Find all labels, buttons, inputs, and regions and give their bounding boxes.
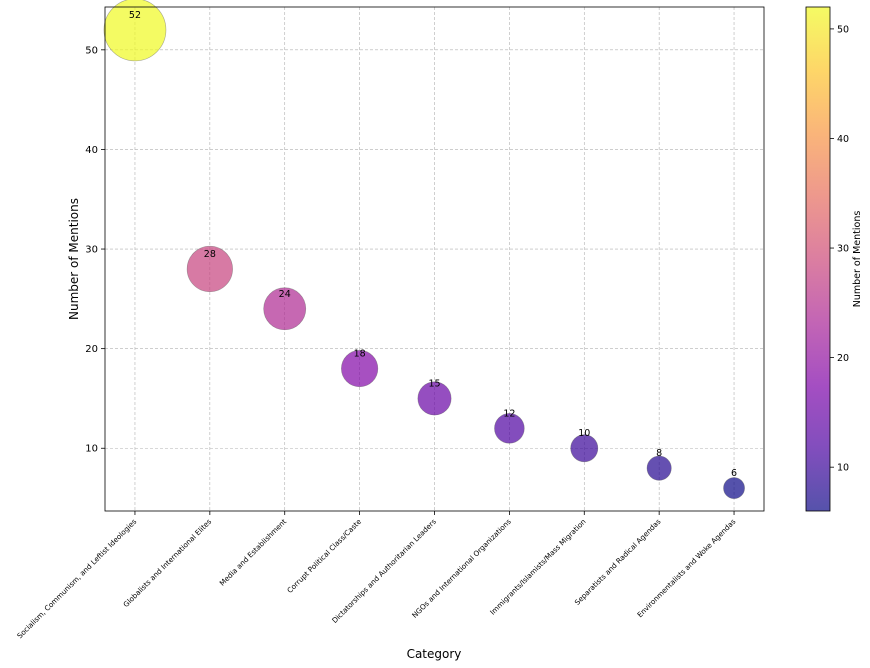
x-tick-label: Separatists and Radical Agendas (573, 517, 663, 607)
y-tick-label: 20 (85, 344, 98, 355)
y-tick-label: 10 (85, 444, 98, 455)
y-tick-label: 40 (85, 145, 98, 156)
x-tick-label: Globalists and International Elites (121, 517, 213, 609)
colorbar-tick-label: 20 (837, 353, 849, 364)
y-tick-label: 30 (85, 245, 98, 256)
colorbar-ticks: 10 20 30 40 50 (830, 24, 849, 474)
bubble-value-label: 6 (731, 468, 737, 479)
bubble-value-label: 15 (428, 378, 440, 389)
bubble-value-label: 10 (578, 428, 590, 439)
bubble-value-label: 12 (503, 408, 515, 419)
x-tick-label: Socialism, Communism, and Leftist Ideolo… (15, 517, 138, 640)
y-tick-label: 50 (85, 45, 98, 56)
bubble-value-label: 24 (279, 289, 291, 300)
bubble (186, 245, 233, 293)
data-labels: 52 28 24 18 15 12 10 8 6 (129, 10, 737, 479)
colorbar-gradient (806, 7, 830, 511)
bubble (723, 477, 745, 499)
colorbar: 10 20 30 40 50 Number of Mentions (805, 6, 863, 512)
axes: 10 20 30 40 50 Socialism, Communism, and Left… (15, 45, 737, 640)
bubble-series (103, 0, 745, 499)
colorbar-title: Number of Mentions (852, 211, 863, 308)
colorbar-tick-label: 10 (837, 463, 849, 474)
colorbar-tick-label: 50 (837, 24, 849, 35)
y-axis-title: Number of Mentions (67, 198, 81, 320)
bubble-value-label: 18 (354, 349, 366, 360)
x-axis-title: Category (407, 647, 462, 661)
bubble-value-label: 8 (656, 448, 662, 459)
colorbar-tick-label: 40 (837, 134, 849, 145)
bubble (341, 350, 379, 388)
bubble (570, 434, 599, 463)
x-tick-label: Media and Establishment (218, 517, 289, 588)
bubble-value-label: 52 (129, 10, 141, 21)
bubble-value-label: 28 (204, 249, 216, 260)
bubble (494, 413, 525, 444)
colorbar-tick-label: 30 (837, 244, 849, 255)
bubble (263, 287, 307, 331)
colorbar-frame (805, 6, 831, 512)
x-tick-label: Corrupt Political Class/Caste (285, 517, 363, 595)
bubble (646, 455, 672, 481)
bubble (417, 381, 452, 416)
bubble (103, 0, 167, 62)
